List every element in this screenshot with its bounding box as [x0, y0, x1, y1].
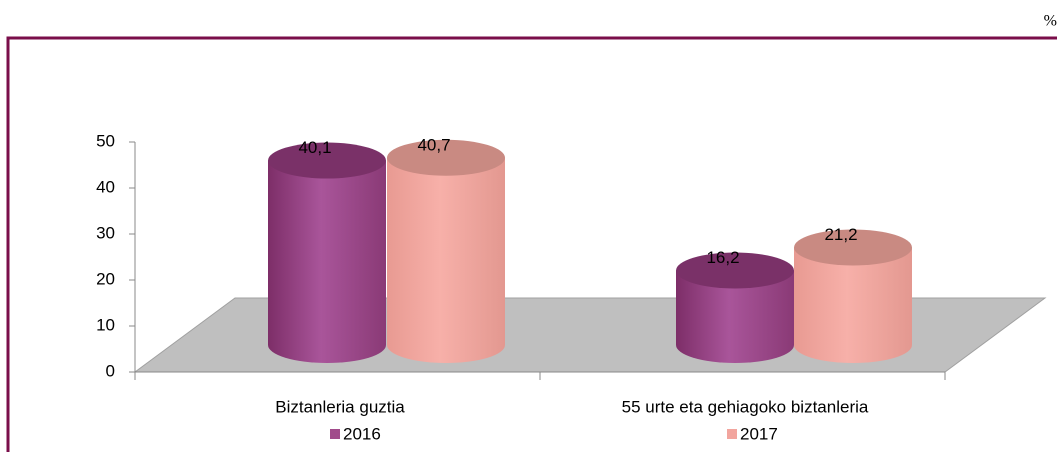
legend-swatch	[727, 429, 737, 439]
y-tick-label: 40	[96, 177, 115, 196]
y-tick-label: 20	[96, 269, 115, 288]
y-tick-label: 30	[96, 223, 115, 242]
cylinder	[387, 157, 505, 363]
cylinder	[794, 247, 912, 363]
value-label: 16,2	[706, 248, 739, 267]
cylinder-top	[387, 139, 505, 176]
cylinder	[676, 270, 794, 363]
x-tick-label: Biztanleria guztia	[275, 397, 405, 416]
legend-swatch	[330, 429, 340, 439]
cylinder-top	[676, 252, 794, 289]
x-tick-label: 55 urte eta gehiagoko biztanleria	[622, 397, 869, 416]
frame	[6, 36, 1057, 452]
y-tick-label: 50	[96, 131, 115, 150]
legend-label: 2017	[740, 424, 778, 443]
value-label: 21,2	[824, 225, 857, 244]
y-tick-label: 10	[96, 315, 115, 334]
value-label: 40,1	[298, 138, 331, 157]
y-tick-label: 0	[106, 361, 115, 380]
cylinder	[268, 160, 386, 363]
unit-label: %	[1044, 13, 1057, 30]
value-label: 40,7	[417, 135, 450, 154]
cylinder-top	[794, 229, 912, 266]
cylinder-top	[268, 142, 386, 179]
legend-label: 2016	[343, 424, 381, 443]
